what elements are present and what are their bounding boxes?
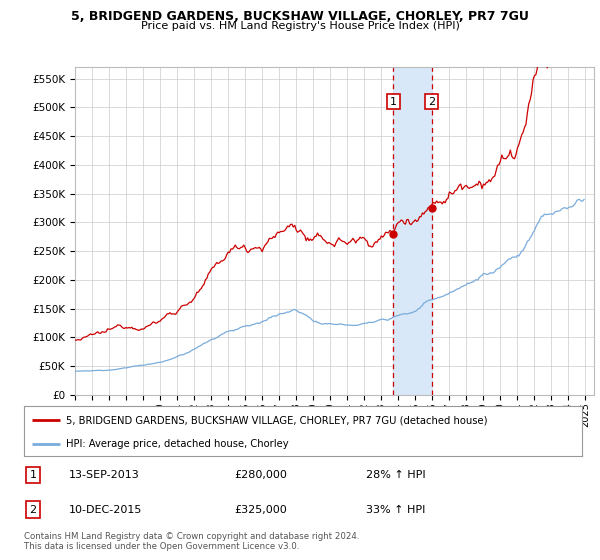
Text: 13-SEP-2013: 13-SEP-2013 <box>69 470 140 480</box>
Text: £325,000: £325,000 <box>234 505 287 515</box>
Text: 2: 2 <box>29 505 37 515</box>
Text: 5, BRIDGEND GARDENS, BUCKSHAW VILLAGE, CHORLEY, PR7 7GU (detached house): 5, BRIDGEND GARDENS, BUCKSHAW VILLAGE, C… <box>66 415 487 425</box>
Text: 1: 1 <box>29 470 37 480</box>
Text: 10-DEC-2015: 10-DEC-2015 <box>69 505 142 515</box>
Text: 28% ↑ HPI: 28% ↑ HPI <box>366 470 425 480</box>
Text: 5, BRIDGEND GARDENS, BUCKSHAW VILLAGE, CHORLEY, PR7 7GU: 5, BRIDGEND GARDENS, BUCKSHAW VILLAGE, C… <box>71 10 529 23</box>
Text: HPI: Average price, detached house, Chorley: HPI: Average price, detached house, Chor… <box>66 439 289 449</box>
Text: 1: 1 <box>390 97 397 107</box>
Text: Contains HM Land Registry data © Crown copyright and database right 2024.
This d: Contains HM Land Registry data © Crown c… <box>24 532 359 552</box>
Text: 2: 2 <box>428 97 435 107</box>
Text: 33% ↑ HPI: 33% ↑ HPI <box>366 505 425 515</box>
Bar <box>394 67 431 395</box>
Text: £280,000: £280,000 <box>234 470 287 480</box>
Text: Price paid vs. HM Land Registry's House Price Index (HPI): Price paid vs. HM Land Registry's House … <box>140 21 460 31</box>
